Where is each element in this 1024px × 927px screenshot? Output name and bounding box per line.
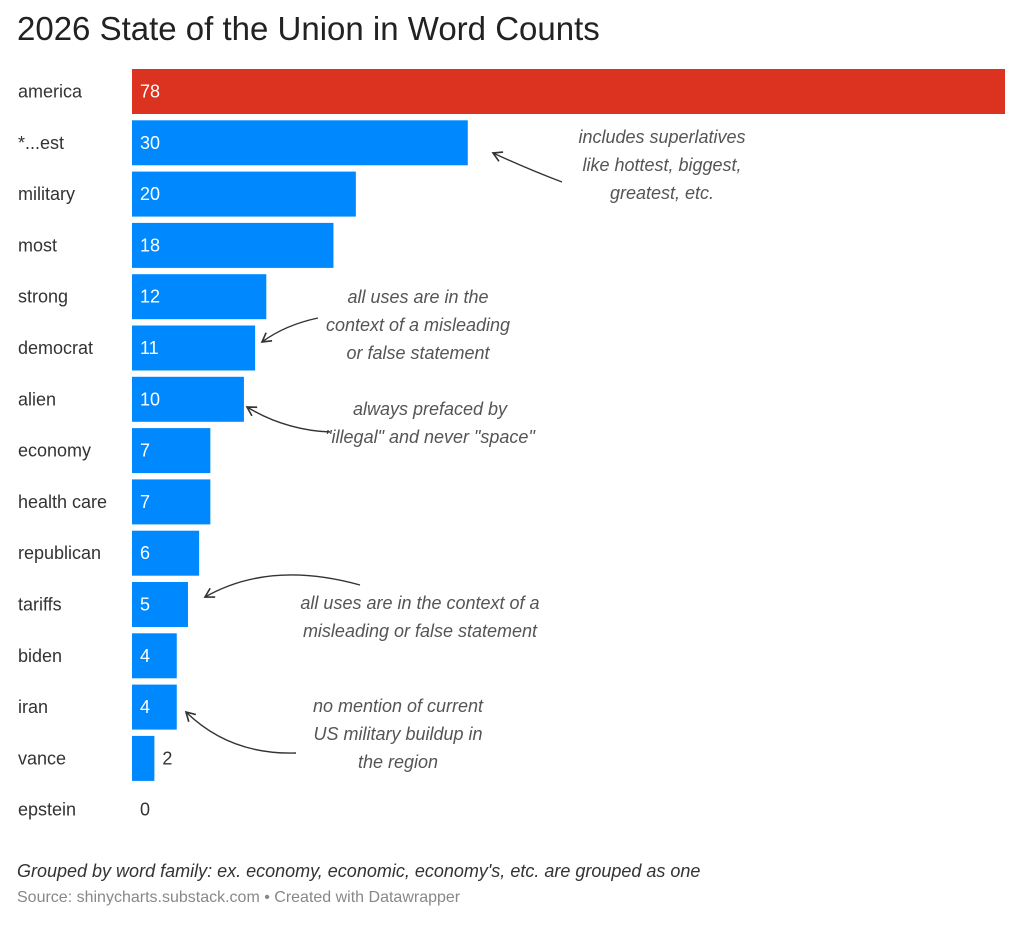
category-label: epstein	[18, 800, 76, 820]
category-label: health care	[18, 492, 107, 512]
category-label: america	[18, 82, 83, 102]
category-label: tariffs	[18, 595, 62, 615]
value-label: 78	[140, 82, 160, 102]
value-label: 6	[140, 543, 150, 563]
category-label: alien	[18, 389, 56, 409]
bar	[132, 684, 177, 730]
annotation-arrow	[245, 406, 331, 433]
chart-title: 2026 State of the Union in Word Counts	[17, 10, 600, 47]
value-label: 0	[140, 800, 150, 820]
annotation-text: includes superlatives	[578, 127, 745, 147]
annotation-arrow	[491, 151, 563, 183]
bar	[132, 530, 200, 576]
value-label: 11	[140, 338, 159, 358]
annotation-text: no mention of current	[313, 696, 484, 716]
annotation-arrow	[260, 317, 319, 343]
category-label: strong	[18, 287, 68, 307]
value-label: 5	[140, 595, 150, 615]
category-label: republican	[18, 543, 101, 563]
bar	[132, 428, 211, 474]
category-label: most	[18, 235, 57, 255]
value-label: 7	[140, 441, 150, 461]
value-label: 4	[140, 646, 150, 666]
value-label: 30	[140, 133, 160, 153]
bar	[132, 171, 356, 217]
value-label: 18	[140, 235, 160, 255]
annotation-text: all uses are in the	[347, 287, 488, 307]
bar	[132, 479, 211, 525]
chart-note: Grouped by word family: ex. economy, eco…	[17, 861, 701, 881]
annotation-text: always prefaced by	[353, 399, 508, 419]
value-label: 10	[140, 389, 160, 409]
bar	[132, 735, 155, 781]
value-label: 7	[140, 492, 150, 512]
annotation-text: all uses are in the context of a	[300, 593, 539, 613]
annotation-arrow	[184, 710, 297, 754]
bar	[132, 274, 267, 320]
annotation-text: greatest, etc.	[610, 183, 714, 203]
bar	[132, 120, 468, 166]
category-label: vance	[18, 748, 66, 768]
value-label: 2	[162, 748, 172, 768]
value-label: 12	[140, 287, 160, 307]
bar	[132, 69, 1005, 114]
annotation-text: or false statement	[346, 343, 490, 363]
category-label: iran	[18, 697, 48, 717]
bar	[132, 222, 334, 268]
category-label: economy	[18, 441, 91, 461]
annotation-text: the region	[358, 752, 438, 772]
chart-source: Source: shinycharts.substack.com • Creat…	[17, 889, 461, 906]
annotation-text: like hottest, biggest,	[582, 155, 741, 175]
annotation-arrow	[203, 574, 361, 598]
bar	[132, 325, 256, 371]
annotation-text: misleading or false statement	[303, 621, 538, 641]
category-label: biden	[18, 646, 62, 666]
category-label: *...est	[18, 133, 64, 153]
annotation-text: "illegal" and never "space"	[325, 427, 536, 447]
bar	[132, 582, 188, 627]
value-label: 20	[140, 184, 160, 204]
annotation-text: context of a misleading	[326, 315, 510, 335]
bar	[132, 633, 177, 679]
annotation-text: US military buildup in	[313, 724, 482, 744]
category-label: military	[18, 184, 75, 204]
value-label: 4	[140, 697, 150, 717]
bar	[132, 376, 244, 422]
category-label: democrat	[18, 338, 93, 358]
